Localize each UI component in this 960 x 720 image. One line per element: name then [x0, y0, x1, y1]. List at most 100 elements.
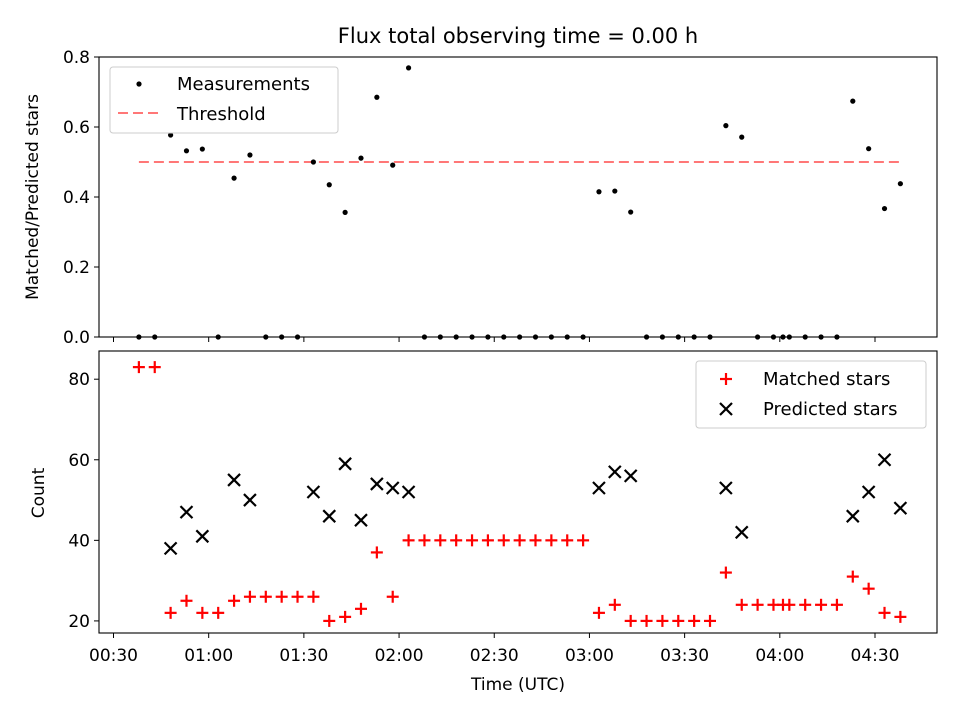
- measurement-point: [263, 334, 269, 340]
- top-chart-title: Flux total observing time = 0.00 h: [338, 24, 698, 48]
- measurement-point: [780, 334, 786, 340]
- legend-matched-marker: [720, 373, 732, 385]
- bottom-plot-frame: [98, 350, 938, 634]
- predicted-star-point-b: [719, 481, 733, 495]
- measurement-point: [168, 132, 174, 138]
- matched-star-point: [846, 570, 859, 583]
- predicted-star-point-b: [243, 493, 257, 507]
- matched-star-point: [529, 534, 542, 547]
- measurement-point: [310, 159, 316, 165]
- bottom-x-tick-label: 04:30: [851, 646, 900, 666]
- matched-star-point: [212, 606, 225, 619]
- predicted-star-point: [877, 452, 892, 467]
- measurement-point: [707, 334, 713, 340]
- bottom-y-tick-label: 80: [68, 370, 90, 390]
- predicted-star-point: [734, 525, 749, 540]
- bottom-x-tick-label: 00:30: [89, 646, 138, 666]
- matched-star-point: [291, 590, 304, 603]
- predicted-star-point: [370, 477, 384, 491]
- measurement-point: [294, 334, 301, 340]
- matched-star-point: [608, 598, 621, 611]
- measurement-point: [358, 155, 364, 161]
- top-x-ticks: [113, 337, 876, 342]
- matched-star-point: [640, 614, 653, 627]
- measurement-point: [564, 334, 570, 340]
- predicted-star-point-b: [877, 452, 892, 467]
- measurement-point: [643, 334, 650, 340]
- measurement-point: [897, 181, 903, 187]
- measurement-point: [405, 65, 412, 71]
- predicted-star-point: [861, 485, 876, 499]
- matched-star-point: [402, 534, 415, 547]
- predicted-star-point-b: [592, 481, 606, 495]
- measurement-point: [532, 334, 539, 340]
- predicted-star-point: [719, 481, 733, 495]
- predicted-star-point-b: [370, 477, 384, 491]
- top-y-tick-label: 0.0: [63, 328, 90, 348]
- matched-star-point: [354, 602, 367, 615]
- bottom-y-axis-label: Count: [29, 467, 49, 518]
- measurement-point: [437, 334, 443, 340]
- bottom-x-axis: 00:30 01:00 01:30 02:00 02:30 03:00 03:30 04:00…: [89, 633, 900, 666]
- measurement-point: [183, 148, 190, 154]
- predicted-star-point-b: [179, 505, 194, 519]
- predicted-star-point: [195, 529, 210, 544]
- predicted-star-point-b: [608, 465, 622, 479]
- matched-star-point: [688, 614, 701, 627]
- measurement-point: [517, 334, 523, 340]
- matched-star-point: [862, 582, 875, 595]
- measurement-point: [453, 334, 459, 340]
- legend-matched-label: Matched stars: [763, 369, 890, 390]
- matched-star-point: [243, 590, 256, 603]
- top-y-tick-label: 0.8: [63, 48, 90, 68]
- predicted-star-point-b: [322, 509, 337, 523]
- predicted-star-point-b: [195, 529, 210, 544]
- matched-star-point: [418, 534, 431, 547]
- measurement-point: [675, 334, 681, 340]
- matched-star-point: [450, 534, 463, 547]
- matched-star-point: [307, 590, 320, 603]
- matched-star-point: [704, 614, 717, 627]
- top-y-axis-label: Matched/Predicted stars: [23, 94, 43, 300]
- matched-stars-points: [132, 361, 907, 627]
- measurement-point: [152, 334, 158, 340]
- measurement-point: [881, 205, 888, 212]
- matched-star-point: [164, 606, 177, 619]
- matched-star-point: [497, 534, 510, 547]
- matched-star-point: [561, 534, 574, 547]
- matched-star-point: [323, 614, 336, 627]
- top-legend: Measurements Threshold: [109, 66, 339, 134]
- bottom-x-tick-label: 02:00: [375, 646, 424, 666]
- matched-star-point: [434, 534, 447, 547]
- matched-star-point: [228, 594, 241, 607]
- predicted-star-point: [163, 541, 178, 556]
- measurement-point: [770, 334, 777, 340]
- matched-star-point: [830, 598, 843, 611]
- matched-star-point: [481, 534, 494, 547]
- measurement-point: [659, 334, 666, 340]
- legend-measurements-marker: [136, 81, 142, 87]
- predicted-star-point: [227, 473, 241, 487]
- bottom-x-axis-label: Time (UTC): [470, 675, 565, 695]
- matched-star-point: [799, 598, 812, 611]
- predicted-star-point: [401, 485, 416, 499]
- predicted-star-point: [385, 481, 400, 495]
- predicted-star-point: [592, 481, 606, 495]
- legend-predicted-cross-b: [719, 402, 733, 416]
- predicted-star-point: [608, 465, 622, 479]
- matched-star-point: [735, 598, 748, 611]
- matched-star-point: [180, 594, 193, 607]
- matched-star-point: [275, 590, 288, 603]
- legend-matched-plus: [720, 373, 732, 385]
- bottom-x-tick-label: 03:30: [660, 646, 709, 666]
- measurement-point: [786, 334, 792, 340]
- legend-predicted-cross: [719, 402, 733, 416]
- predicted-star-point-b: [893, 501, 908, 515]
- measurement-point: [723, 123, 729, 129]
- bottom-x-tick-label: 01:30: [279, 646, 328, 666]
- measurement-point: [755, 334, 761, 340]
- predicted-star-point-b: [401, 485, 416, 499]
- predicted-star-point: [306, 485, 321, 499]
